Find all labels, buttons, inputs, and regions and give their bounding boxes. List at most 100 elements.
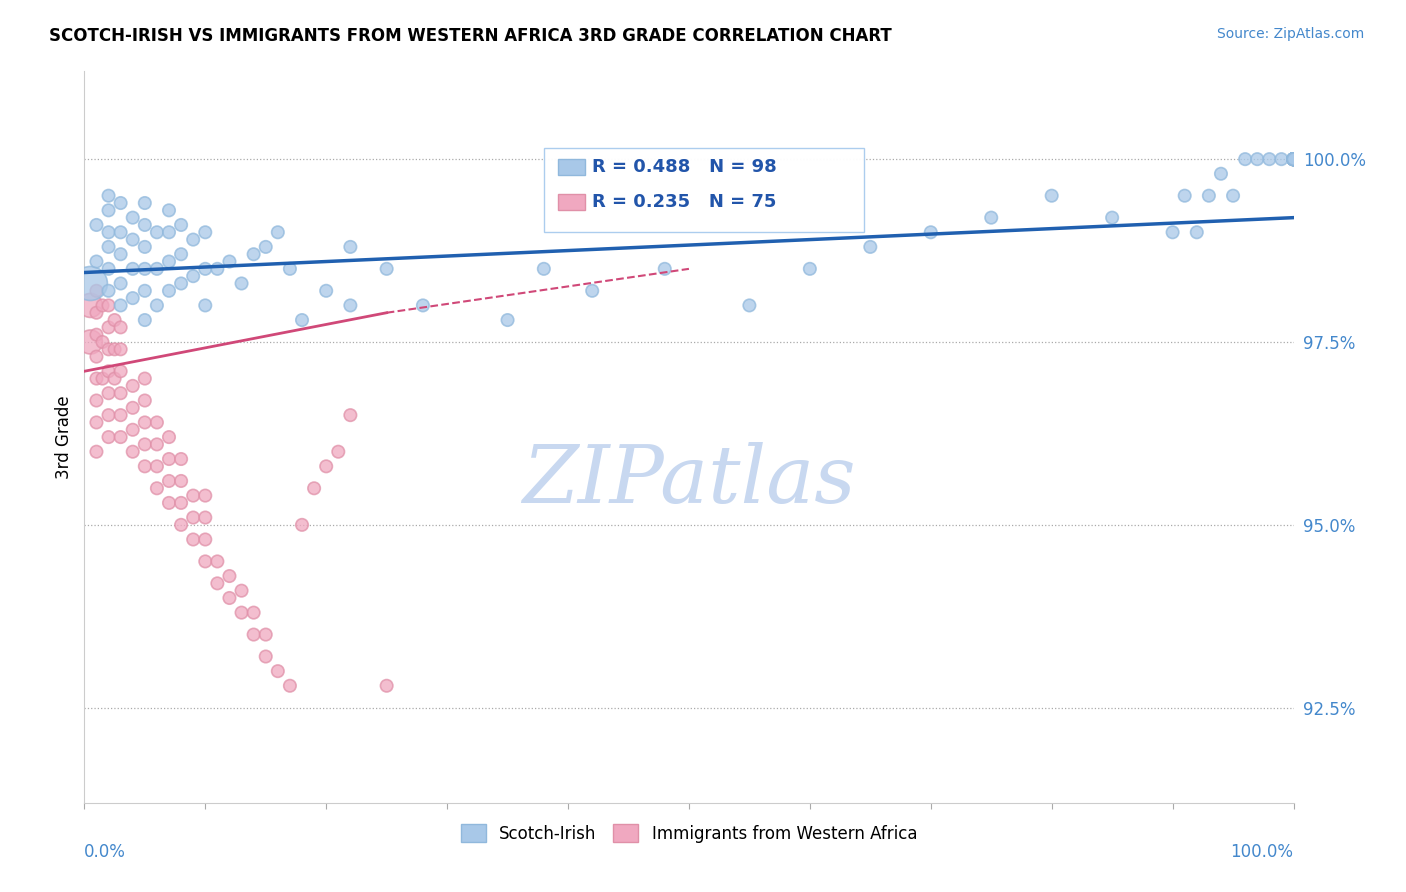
Point bbox=[1282, 152, 1305, 166]
Point bbox=[134, 240, 156, 254]
Point bbox=[146, 416, 169, 430]
Point bbox=[1282, 152, 1305, 166]
Point bbox=[1198, 188, 1220, 202]
Point bbox=[1282, 152, 1305, 166]
Point bbox=[315, 284, 337, 298]
Point bbox=[146, 481, 169, 495]
Point bbox=[97, 284, 120, 298]
Point bbox=[1174, 188, 1197, 202]
Point bbox=[1282, 152, 1305, 166]
Point bbox=[97, 408, 120, 422]
Point bbox=[1282, 152, 1305, 166]
Point bbox=[121, 423, 143, 437]
Point bbox=[1258, 152, 1281, 166]
Point bbox=[738, 298, 761, 312]
Point bbox=[194, 533, 217, 547]
Point bbox=[291, 517, 314, 532]
Point bbox=[121, 211, 143, 225]
Text: R = 0.488   N = 98: R = 0.488 N = 98 bbox=[592, 158, 778, 177]
Point bbox=[181, 269, 204, 284]
Point bbox=[194, 298, 217, 312]
Point bbox=[170, 517, 193, 532]
Point bbox=[1282, 152, 1305, 166]
Point bbox=[267, 225, 290, 239]
Point bbox=[110, 298, 132, 312]
Point bbox=[315, 459, 337, 474]
Point bbox=[291, 313, 314, 327]
Point bbox=[170, 247, 193, 261]
Point bbox=[181, 233, 204, 247]
Point bbox=[980, 211, 1002, 225]
Point bbox=[121, 233, 143, 247]
Point bbox=[110, 277, 132, 291]
Point bbox=[799, 261, 821, 276]
Point bbox=[170, 496, 193, 510]
Point bbox=[134, 459, 156, 474]
Point bbox=[1282, 152, 1305, 166]
Point bbox=[110, 247, 132, 261]
Point bbox=[97, 240, 120, 254]
Point bbox=[194, 225, 217, 239]
Point bbox=[146, 225, 169, 239]
Legend: Scotch-Irish, Immigrants from Western Africa: Scotch-Irish, Immigrants from Western Af… bbox=[454, 818, 924, 849]
Point bbox=[170, 277, 193, 291]
Point bbox=[146, 261, 169, 276]
Point bbox=[1282, 152, 1305, 166]
Point bbox=[231, 606, 253, 620]
Point bbox=[86, 284, 108, 298]
Point bbox=[134, 313, 156, 327]
Point bbox=[97, 261, 120, 276]
Point bbox=[339, 240, 361, 254]
Point bbox=[110, 430, 132, 444]
Point bbox=[1185, 225, 1208, 239]
Point bbox=[1282, 152, 1305, 166]
Point bbox=[110, 196, 132, 211]
Point bbox=[134, 393, 156, 408]
Point bbox=[1282, 152, 1305, 166]
Text: ZIPatlas: ZIPatlas bbox=[522, 442, 856, 520]
Bar bbox=[558, 194, 585, 211]
Point bbox=[104, 343, 127, 357]
Point bbox=[86, 350, 108, 364]
Point bbox=[302, 481, 325, 495]
Point bbox=[1282, 152, 1305, 166]
Point bbox=[86, 254, 108, 268]
Point bbox=[86, 218, 108, 232]
Point bbox=[86, 393, 108, 408]
Y-axis label: 3rd Grade: 3rd Grade bbox=[55, 395, 73, 479]
Point bbox=[146, 298, 169, 312]
Point bbox=[1209, 167, 1232, 181]
Point bbox=[194, 554, 217, 568]
Point bbox=[207, 576, 229, 591]
Point bbox=[121, 261, 143, 276]
Point bbox=[97, 188, 120, 202]
Point bbox=[1282, 152, 1305, 166]
Point bbox=[110, 408, 132, 422]
Point bbox=[121, 291, 143, 305]
Point bbox=[157, 225, 180, 239]
Point bbox=[97, 430, 120, 444]
Point bbox=[157, 430, 180, 444]
Point bbox=[110, 225, 132, 239]
Point bbox=[157, 496, 180, 510]
Point bbox=[1282, 152, 1305, 166]
Point bbox=[86, 306, 108, 320]
Point bbox=[254, 649, 277, 664]
Point bbox=[134, 196, 156, 211]
Point bbox=[1282, 152, 1305, 166]
Point bbox=[267, 664, 290, 678]
Point bbox=[533, 261, 555, 276]
Text: Source: ZipAtlas.com: Source: ZipAtlas.com bbox=[1216, 27, 1364, 41]
Point bbox=[170, 452, 193, 467]
Point bbox=[1040, 188, 1063, 202]
Point bbox=[1282, 152, 1305, 166]
Point bbox=[86, 416, 108, 430]
Point bbox=[79, 277, 101, 291]
Bar bbox=[558, 159, 585, 175]
Point bbox=[207, 554, 229, 568]
Point bbox=[581, 284, 603, 298]
Point bbox=[79, 334, 101, 349]
Point bbox=[242, 606, 264, 620]
Point bbox=[110, 386, 132, 401]
Point bbox=[1282, 152, 1305, 166]
